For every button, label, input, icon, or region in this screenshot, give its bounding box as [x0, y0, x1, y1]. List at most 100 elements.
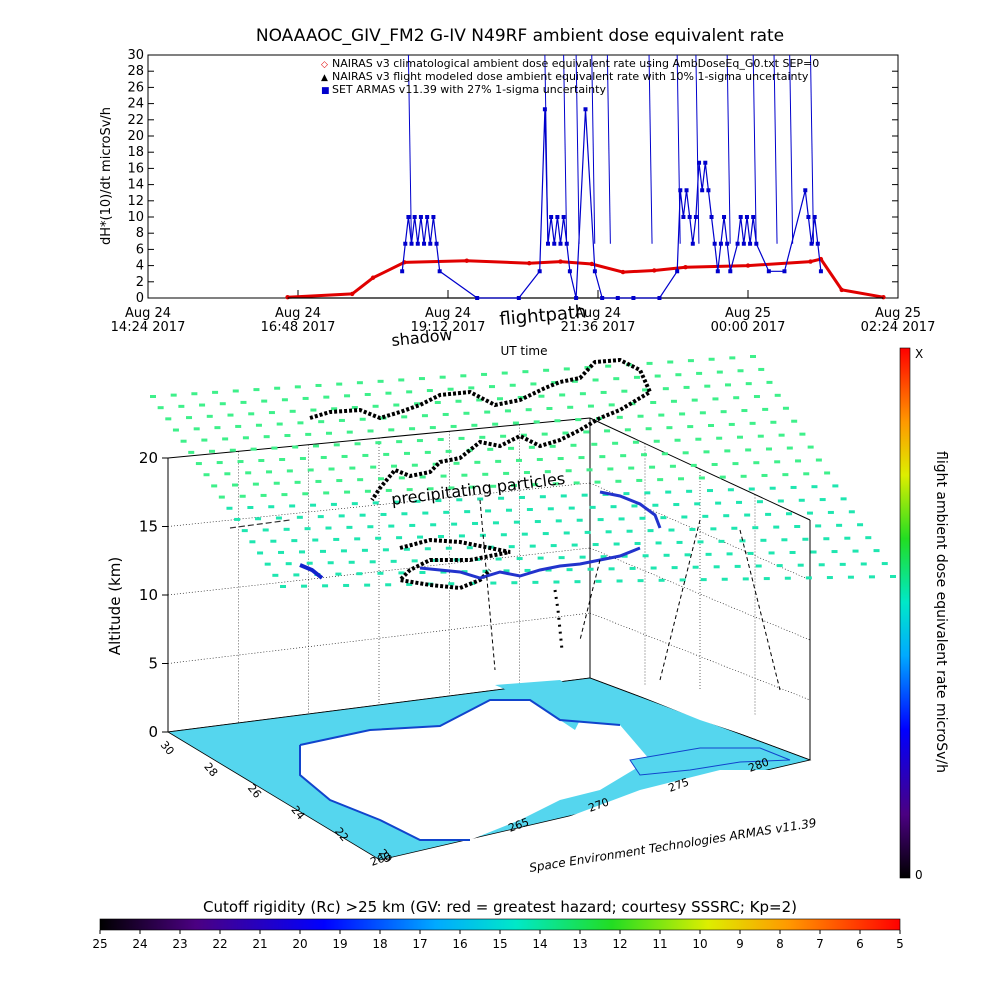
rigidity-dot	[302, 396, 309, 400]
rigidity-dot	[691, 398, 698, 402]
rigidity-dot	[697, 540, 704, 544]
rigidity-dot	[468, 386, 475, 390]
rigidity-dot	[597, 518, 604, 522]
rigidity-dot	[739, 539, 746, 543]
rigidity-dot	[618, 517, 625, 521]
armas-point	[684, 188, 689, 193]
rigidity-dot	[538, 394, 545, 398]
rigidity-dot	[258, 459, 265, 463]
shadow-label: shadow	[390, 325, 453, 350]
dose-rate-colorbar-top-label: X	[915, 347, 923, 361]
rigidity-dot	[583, 430, 590, 434]
rigidity-dot	[346, 525, 353, 529]
wall-grid-line	[589, 482, 811, 581]
rigidity-dot	[411, 463, 418, 467]
armas-point	[600, 296, 605, 300]
wall-grid-line	[589, 547, 811, 641]
nairas-clim-point	[839, 287, 844, 293]
dose-rate-colorbar: X 0 flight ambient dose equivalent rate …	[899, 347, 949, 882]
rigidity-dot	[469, 581, 476, 585]
rigidity-dot	[574, 580, 581, 584]
rigidity-dot	[555, 519, 562, 523]
rigidity-dot	[702, 514, 709, 518]
rigidity-dot	[398, 571, 405, 575]
rigidity-dot	[634, 541, 641, 545]
rigidity-dot	[847, 575, 854, 579]
rigidity-dot	[165, 417, 172, 421]
rigidity-dot	[795, 459, 802, 463]
rigidity-dot	[418, 377, 425, 381]
x-tick-label-date: Aug 24	[425, 306, 471, 321]
rigidity-dot	[440, 474, 447, 478]
rigidity-dot	[299, 456, 306, 460]
armas-point	[555, 215, 560, 219]
x-tick-label-time: 21:36 2017	[561, 320, 636, 335]
rigidity-dot	[544, 470, 551, 474]
rigidity-dot	[275, 516, 282, 520]
rigidity-dot	[421, 414, 428, 418]
rigidity-dot	[240, 400, 247, 404]
rigidity-dot	[805, 576, 812, 580]
rigidity-dot	[725, 383, 732, 387]
rigidity-tick-label: 17	[412, 937, 427, 951]
rigidity-dot	[279, 458, 286, 462]
rigidity-dot	[824, 471, 831, 475]
rigidity-dot	[469, 485, 476, 489]
rigidity-dot	[248, 412, 255, 416]
armas-point	[715, 269, 720, 274]
rigidity-dot	[318, 420, 325, 424]
rigidity-dot	[280, 585, 286, 588]
armas-point	[425, 215, 430, 219]
rigidity-dot	[687, 425, 694, 429]
y-tick-label: 12	[127, 194, 144, 209]
rigidity-dot	[576, 518, 583, 522]
rigidity-dot	[768, 551, 775, 555]
rigidity-dot	[330, 502, 337, 506]
rigidity-dot	[692, 565, 699, 569]
rigidity-dot	[734, 564, 741, 568]
rigidity-dot	[501, 371, 508, 375]
armas-point	[738, 215, 743, 219]
rigidity-dot	[769, 486, 776, 490]
rigidity-dot	[306, 561, 313, 565]
rigidity-dot	[676, 540, 683, 544]
rigidity-dot	[333, 443, 340, 447]
rigidity-dot	[348, 560, 355, 564]
coastline-mexico	[299, 745, 470, 841]
rigidity-dot	[523, 471, 530, 475]
dose-rate-colorbar-bar	[899, 347, 911, 879]
rigidity-dot	[226, 506, 233, 510]
rigidity-tick-label: 20	[292, 937, 307, 951]
rigidity-dot	[424, 547, 431, 551]
rigidity-dot	[742, 577, 749, 581]
rigidity-dot	[315, 479, 322, 483]
nairas-clim-point	[808, 259, 813, 264]
armas-spike	[591, 54, 596, 244]
armas-point	[564, 241, 569, 246]
rigidity-dot	[422, 511, 429, 515]
rigidity-dot	[310, 408, 317, 412]
scene-wall-grid	[167, 424, 811, 740]
rigidity-dot	[445, 546, 452, 550]
rigidity-dot	[274, 386, 281, 390]
rigidity-dot	[294, 385, 301, 389]
rigidity-dot	[255, 423, 262, 427]
armas-point	[431, 215, 436, 219]
rigidity-dot	[608, 403, 615, 407]
rigidity-dot	[686, 489, 693, 493]
rigidity-dot	[442, 412, 449, 416]
armas-point	[434, 241, 439, 246]
rigidity-dot	[261, 399, 268, 403]
rigidity-dot	[552, 482, 559, 486]
rigidity-dot	[296, 515, 303, 519]
rigidity-dot	[302, 492, 309, 496]
rigidity-dot	[524, 568, 531, 572]
rigidity-dot	[406, 488, 413, 492]
rigidity-dot	[401, 512, 408, 516]
flight-track-descent	[553, 589, 564, 651]
rigidity-dot	[257, 551, 264, 555]
rigidity-dot	[435, 499, 442, 503]
rigidity-dot	[372, 501, 379, 505]
latitude-tick-label: 28	[201, 760, 220, 779]
